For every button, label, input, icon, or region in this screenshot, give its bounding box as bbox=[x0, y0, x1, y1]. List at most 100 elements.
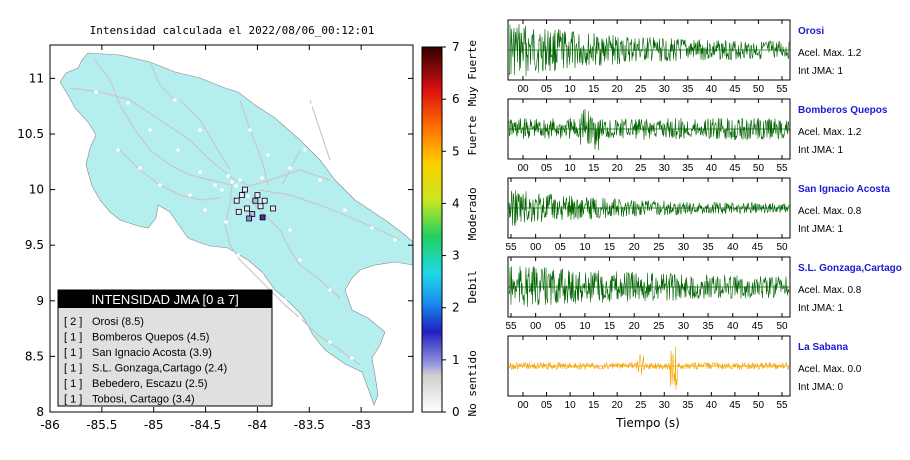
station-dot bbox=[126, 101, 130, 105]
wave-x-tick: 55 bbox=[776, 84, 788, 95]
waveform-trace bbox=[508, 23, 790, 77]
legend-item-label: S.L. Gonzaga,Cartago (2.4) bbox=[92, 363, 227, 375]
station-dot bbox=[260, 176, 264, 180]
station-dot bbox=[266, 153, 270, 157]
legend-item-bracket: [ 1 ] bbox=[64, 378, 82, 390]
map-y-tick: 10.5 bbox=[17, 127, 44, 141]
wave-x-tick: 10 bbox=[565, 163, 577, 174]
wave-x-tick: 40 bbox=[727, 242, 739, 253]
waveform-trace bbox=[508, 346, 790, 390]
station-dot bbox=[393, 238, 397, 242]
wave-x-tick: 05 bbox=[555, 242, 567, 253]
station-dot bbox=[246, 194, 250, 198]
small-stations bbox=[94, 90, 397, 360]
wave-x-tick: 35 bbox=[703, 242, 715, 253]
wave-x-tick: 15 bbox=[588, 163, 600, 174]
wave-x-tick: 00 bbox=[517, 400, 529, 411]
time-axis-label: Tiempo (s) bbox=[615, 416, 680, 430]
station-dot bbox=[328, 288, 332, 292]
wave-x-tick: 25 bbox=[653, 321, 665, 332]
jma-intensity: Int JMA: 1 bbox=[798, 224, 843, 235]
station-marker bbox=[233, 197, 240, 204]
station-dot bbox=[226, 174, 230, 178]
wave-x-tick: 50 bbox=[776, 242, 788, 253]
station-marker bbox=[235, 208, 242, 215]
jma-intensity: Int JMA: 1 bbox=[798, 66, 843, 77]
costa-rica-landmass bbox=[59, 52, 413, 406]
station-dot bbox=[198, 128, 202, 132]
station-dot bbox=[343, 208, 347, 212]
wave-x-tick: 15 bbox=[588, 84, 600, 95]
wave-x-tick: 50 bbox=[753, 163, 765, 174]
map-y-tick: 9 bbox=[36, 294, 44, 308]
wave-x-tick: 50 bbox=[776, 321, 788, 332]
map-y-tick: 9.5 bbox=[25, 238, 44, 252]
station-dot bbox=[213, 183, 217, 187]
waveform-trace bbox=[508, 190, 790, 227]
map-y-tick: 10 bbox=[29, 183, 44, 197]
station-dot bbox=[310, 103, 314, 107]
wave-x-tick: 00 bbox=[517, 163, 529, 174]
jma-intensity: Int JMA: 1 bbox=[798, 145, 843, 156]
station-dot bbox=[148, 128, 152, 132]
station-name: San Ignacio Acosta bbox=[798, 184, 890, 195]
wave-x-tick: 15 bbox=[604, 242, 616, 253]
max-accel: Acel. Max. 1.2 bbox=[798, 127, 862, 138]
wave-x-tick: 40 bbox=[706, 84, 718, 95]
station-dot bbox=[238, 178, 242, 182]
legend-item-bracket: [ 1 ] bbox=[64, 394, 82, 406]
colorbar-label: Moderado bbox=[466, 187, 479, 240]
wave-x-tick: 55 bbox=[776, 400, 788, 411]
wave-x-tick: 05 bbox=[541, 84, 553, 95]
wave-x-tick: 25 bbox=[635, 163, 647, 174]
intensity-legend: INTENSIDAD JMA [0 a 7] [ 2 ] Orosi (8.5) [… bbox=[57, 289, 273, 407]
station-dot bbox=[288, 166, 292, 170]
wave-x-tick: 15 bbox=[588, 400, 600, 411]
station-dot bbox=[198, 170, 202, 174]
station-dot bbox=[370, 226, 374, 230]
wave-x-tick: 20 bbox=[629, 242, 641, 253]
waveform-panel: 00 05 10 15 20 25 30 35 40 45 50 55 La Sabana Acel. M… bbox=[507, 335, 862, 411]
station-dot bbox=[116, 148, 120, 152]
wave-x-tick: 10 bbox=[579, 242, 591, 253]
station-dot bbox=[158, 183, 162, 187]
legend-item-label: Tobosi, Cartago (3.4) bbox=[92, 394, 195, 406]
wave-x-tick: 45 bbox=[729, 84, 741, 95]
wave-x-tick: 45 bbox=[729, 163, 741, 174]
colorbar-label: Muy Fuerte bbox=[466, 40, 479, 106]
colorbar-tick: 6 bbox=[452, 92, 460, 106]
wave-x-tick: 30 bbox=[678, 242, 690, 253]
station-marker bbox=[259, 214, 266, 221]
wave-x-tick: 40 bbox=[706, 400, 718, 411]
station-marker bbox=[270, 205, 276, 212]
wave-x-tick: 30 bbox=[678, 321, 690, 332]
map-y-tick: 11 bbox=[29, 71, 44, 85]
max-accel: Acel. Max. 0.8 bbox=[798, 206, 862, 217]
station-dot bbox=[230, 180, 234, 184]
station-dot bbox=[173, 98, 177, 102]
waveform-panels: 00 05 10 15 20 25 30 35 40 45 50 55 Orosi Acel. Max. … bbox=[505, 19, 902, 411]
colorbar-label: No sentido bbox=[466, 350, 479, 416]
colorbar-tick: 7 bbox=[452, 40, 460, 54]
legend-item-label: Orosi (8.5) bbox=[92, 316, 144, 328]
map-axes: -86 -85.5 -85 -84.5 -84 -83.5 -83 11 10.5 10 9.5 9 8… bbox=[17, 45, 413, 432]
wave-x-tick: 10 bbox=[565, 84, 577, 95]
map-x-tick: -86 bbox=[40, 418, 60, 432]
station-marker bbox=[261, 197, 268, 204]
station-marker bbox=[254, 192, 261, 199]
colorbar-tick: 1 bbox=[452, 353, 460, 367]
wave-x-tick: 20 bbox=[612, 163, 624, 174]
station-dot bbox=[260, 273, 264, 277]
map-y-tick: 8.5 bbox=[25, 349, 44, 363]
wave-x-tick: 20 bbox=[612, 84, 624, 95]
station-dot bbox=[350, 356, 354, 360]
map-x-tick: -83 bbox=[351, 418, 371, 432]
station-marker bbox=[246, 215, 253, 222]
map-x-tick: -85 bbox=[144, 418, 164, 432]
legend-title: INTENSIDAD JMA [0 a 7] bbox=[91, 292, 238, 307]
legend-item-bracket: [ 1 ] bbox=[64, 347, 82, 359]
station-dot bbox=[94, 90, 98, 94]
wave-x-tick: 25 bbox=[653, 242, 665, 253]
map-x-tick: -84 bbox=[248, 418, 268, 432]
colorbar-tick: 2 bbox=[452, 301, 460, 315]
